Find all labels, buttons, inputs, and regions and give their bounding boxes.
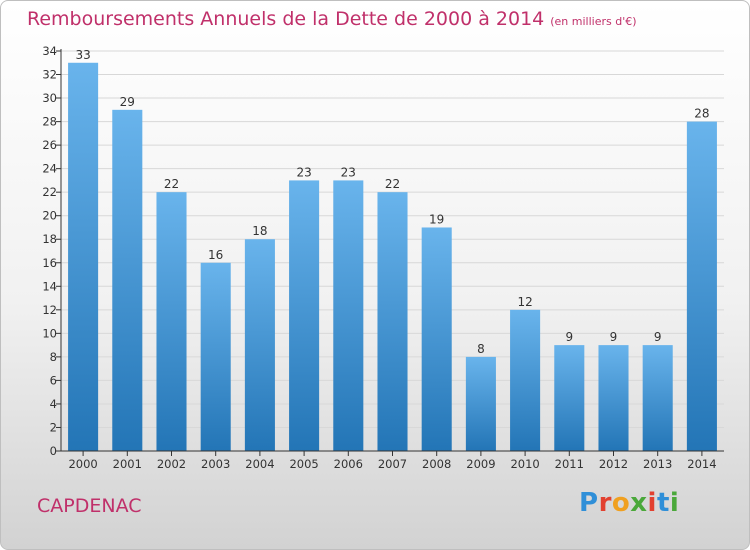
bar-value-label: 19 [429, 212, 444, 226]
x-tick-label: 2008 [422, 457, 451, 471]
y-tick-label: 12 [42, 303, 57, 317]
bar-value-label: 22 [164, 177, 179, 191]
x-tick-label: 2006 [334, 457, 363, 471]
y-tick-label: 2 [50, 420, 57, 434]
bar-value-label: 18 [252, 224, 267, 238]
y-tick-label: 10 [42, 326, 57, 340]
bar-value-label: 22 [385, 177, 400, 191]
x-tick-label: 2014 [687, 457, 716, 471]
bar-2012[interactable] [598, 345, 629, 451]
bar-value-label: 9 [654, 330, 662, 344]
x-tick-label: 2000 [68, 457, 97, 471]
bar-2002[interactable] [156, 192, 187, 452]
y-tick-label: 6 [50, 373, 57, 387]
bar-2007[interactable] [377, 192, 408, 452]
x-tick-label: 2001 [113, 457, 142, 471]
bar-2001[interactable] [112, 109, 143, 451]
y-tick-label: 0 [50, 444, 57, 458]
logo-letter: P [579, 488, 599, 518]
logo-letter: r [598, 488, 612, 518]
x-tick-label: 2012 [599, 457, 628, 471]
bar-value-label: 12 [517, 295, 532, 309]
bar-2008[interactable] [421, 227, 452, 451]
logo-letter: o [611, 488, 631, 518]
y-tick-label: 16 [42, 256, 57, 270]
x-tick-label: 2009 [466, 457, 495, 471]
bars: 33 29 22 16 18 23 23 22 19 8 12 9 9 9 28 [68, 48, 717, 452]
bar-value-label: 23 [341, 165, 356, 179]
chart-subtitle: (en milliers d'€) [550, 15, 637, 28]
bar-2010[interactable] [510, 309, 541, 451]
bar-2011[interactable] [554, 345, 585, 451]
y-tick-label: 14 [42, 279, 57, 293]
bar-2014[interactable] [686, 121, 717, 452]
bar-value-label: 33 [75, 48, 90, 62]
bar-2006[interactable] [333, 180, 364, 452]
bar-2013[interactable] [642, 345, 673, 451]
bar-value-label: 29 [120, 95, 135, 109]
y-tick-label: 34 [42, 44, 57, 58]
bar-2000[interactable] [68, 62, 99, 451]
bar-value-label: 23 [296, 165, 311, 179]
y-tick-label: 20 [42, 209, 57, 223]
x-tick-label: 2005 [289, 457, 318, 471]
bar-2004[interactable] [244, 239, 275, 451]
y-tick-label: 32 [42, 68, 57, 82]
bar-value-label: 8 [477, 342, 485, 356]
logo-letter: i [669, 488, 680, 518]
y-tick-label: 26 [42, 138, 57, 152]
y-tick-label: 4 [50, 397, 57, 411]
bar-value-label: 16 [208, 248, 223, 262]
y-tick-label: 22 [42, 185, 57, 199]
bar-2009[interactable] [465, 356, 496, 451]
bar-2005[interactable] [289, 180, 320, 452]
logo-letter: i [647, 488, 657, 518]
title-row: Remboursements Annuels de la Dette de 20… [27, 8, 637, 30]
x-tick-label: 2002 [157, 457, 186, 471]
bar-value-label: 28 [694, 107, 709, 121]
x-tick-label: 2003 [201, 457, 230, 471]
y-tick-label: 24 [42, 162, 57, 176]
y-tick-label: 8 [50, 350, 57, 364]
x-tick-label: 2010 [510, 457, 539, 471]
chart-title: Remboursements Annuels de la Dette de 20… [27, 8, 545, 30]
y-tick-label: 18 [42, 232, 57, 246]
logo-letter: t [656, 488, 670, 518]
bar-value-label: 9 [565, 330, 573, 344]
bar-2003[interactable] [200, 262, 231, 451]
x-tick-label: 2007 [378, 457, 407, 471]
x-tick-label: 2011 [555, 457, 584, 471]
y-tick-label: 28 [42, 115, 57, 129]
commune-name: CAPDENAC [37, 495, 142, 517]
x-tick-label: 2013 [643, 457, 672, 471]
bar-value-label: 9 [610, 330, 618, 344]
proxiti-logo[interactable]: Proxiti [579, 488, 679, 518]
logo-letter: x [630, 488, 648, 518]
y-tick-label: 30 [42, 91, 57, 105]
x-tick-label: 2004 [245, 457, 274, 471]
